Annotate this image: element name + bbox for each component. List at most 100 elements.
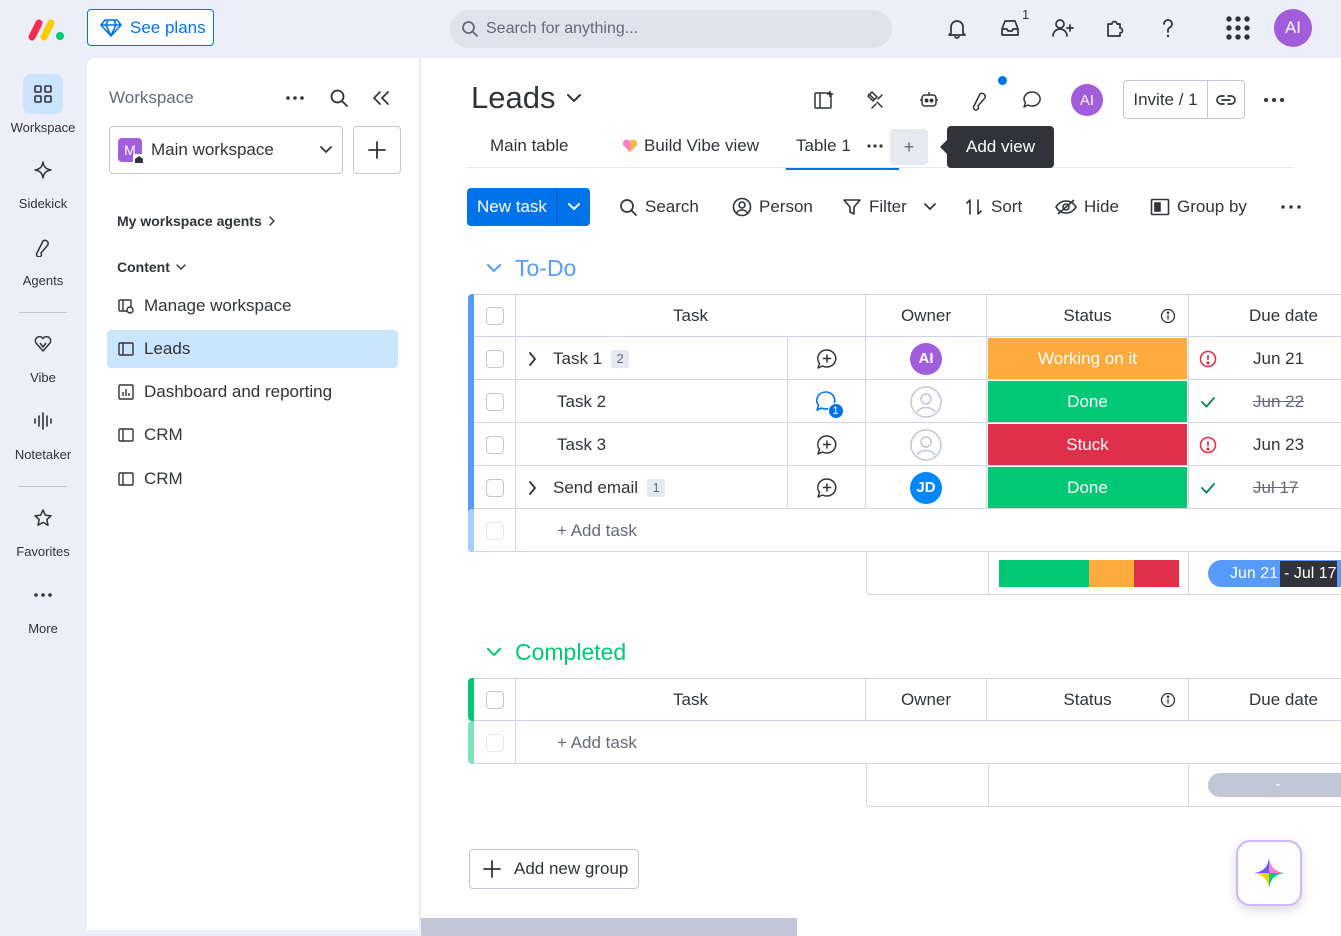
bell-icon[interactable]	[944, 15, 970, 41]
column-header-owner[interactable]: Owner	[866, 678, 987, 721]
sort-button[interactable]: Sort	[964, 188, 1022, 226]
status-cell[interactable]: Done	[987, 380, 1188, 423]
hide-button[interactable]: Hide	[1055, 188, 1119, 226]
apps-grid-icon[interactable]	[1225, 15, 1251, 41]
table-row[interactable]: Task 3 Stuck Jun 23	[474, 423, 1341, 466]
status-cell[interactable]: Stuck	[987, 423, 1188, 466]
add-view-button[interactable]: +	[890, 129, 928, 165]
row-checkbox[interactable]	[485, 349, 504, 368]
sidekick-floating-button[interactable]	[1236, 840, 1302, 906]
task-name[interactable]: Task 3	[557, 434, 607, 454]
task-name[interactable]: Send email	[553, 477, 639, 497]
user-avatar[interactable]: AI	[1274, 9, 1312, 47]
board-more-icon[interactable]	[1261, 87, 1287, 113]
rail-item-notetaker[interactable]: Notetaker	[0, 401, 86, 462]
task-name[interactable]: Task 1	[553, 348, 603, 368]
monday-logo[interactable]	[28, 17, 66, 41]
updates-icon[interactable]: 1	[788, 380, 866, 423]
chevron-down-icon[interactable]	[923, 203, 936, 211]
rail-item-agents[interactable]: Agents	[0, 227, 86, 288]
row-checkbox[interactable]	[485, 478, 504, 497]
add-item-button[interactable]	[353, 126, 401, 174]
chevron-down-icon[interactable]	[487, 648, 501, 657]
column-header-status[interactable]: Status	[987, 678, 1188, 721]
column-header-due-date[interactable]: Due date	[1188, 678, 1341, 721]
task-cell[interactable]: Send email 1	[516, 466, 788, 509]
select-all-checkbox[interactable]	[485, 306, 504, 325]
sidebar-item-manage-workspace[interactable]: Manage workspace	[107, 287, 398, 325]
horizontal-scrollbar[interactable]	[421, 918, 797, 936]
help-icon[interactable]	[1155, 15, 1181, 41]
group-by-button[interactable]: Group by	[1150, 188, 1247, 226]
column-header-task[interactable]: Task	[516, 294, 866, 337]
group-header-todo[interactable]: To-Do	[487, 255, 576, 282]
agents-icon[interactable]	[967, 87, 993, 113]
owner-cell[interactable]	[866, 380, 987, 423]
tab-options-icon[interactable]	[867, 144, 883, 148]
task-cell[interactable]: Task 2	[516, 380, 788, 423]
sidebar-item-crm[interactable]: CRM	[107, 416, 398, 454]
tab-build-vibe-view[interactable]: Build Vibe view	[622, 136, 759, 156]
status-cell[interactable]: Working on it	[987, 337, 1188, 380]
sidebar-item-dashboard[interactable]: Dashboard and reporting	[107, 373, 398, 411]
table-row[interactable]: Task 1 2 AI Working on it Jun 21	[474, 337, 1341, 380]
info-icon[interactable]	[1160, 692, 1176, 708]
info-icon[interactable]	[1160, 308, 1176, 324]
timeline-summary-empty[interactable]: -	[1208, 773, 1341, 797]
global-search-input[interactable]: Search for anything...	[450, 10, 892, 48]
sidebar-item-leads[interactable]: Leads	[107, 330, 398, 368]
copy-link-icon[interactable]	[1208, 81, 1244, 118]
workspace-selector[interactable]: M Main workspace	[109, 126, 343, 174]
owner-cell[interactable]	[866, 423, 987, 466]
table-row[interactable]: Send email 1 JD Done Jul 17	[474, 466, 1341, 509]
chevron-right-icon[interactable]	[528, 351, 537, 366]
updates-chat-icon[interactable]	[1019, 87, 1045, 113]
timeline-summary[interactable]: Jun 21 - Jul 17	[1208, 560, 1341, 587]
owner-cell[interactable]: JD	[866, 466, 987, 509]
table-row[interactable]: Task 2 1 Done Jun 22	[474, 380, 1341, 423]
add-task-row[interactable]: + Add task	[474, 721, 1341, 764]
row-checkbox[interactable]	[485, 435, 504, 454]
status-cell[interactable]: Done	[987, 466, 1188, 509]
rail-item-more[interactable]: More	[0, 575, 86, 636]
inbox-icon[interactable]	[997, 15, 1023, 41]
group-title[interactable]: Completed	[515, 639, 627, 665]
board-title[interactable]: Leads	[471, 80, 582, 116]
sidebar-item-crm[interactable]: CRM	[107, 460, 398, 498]
workspace-agents-section[interactable]: My workspace agents	[117, 213, 276, 229]
select-all-checkbox[interactable]	[485, 690, 504, 709]
column-header-owner[interactable]: Owner	[866, 294, 987, 337]
rail-item-sidekick[interactable]: Sidekick	[0, 150, 86, 211]
invite-members-icon[interactable]	[1050, 15, 1076, 41]
column-header-due-date[interactable]: Due date	[1188, 294, 1341, 337]
task-name[interactable]: Task 2	[557, 391, 607, 411]
due-date-cell[interactable]: Jun 23	[1188, 423, 1341, 466]
invite-button[interactable]: Invite / 1	[1123, 80, 1245, 119]
search-button[interactable]: Search	[619, 188, 699, 226]
group-title[interactable]: To-Do	[515, 255, 577, 281]
add-new-group-button[interactable]: Add new group	[469, 849, 639, 889]
rail-item-favorites[interactable]: Favorites	[0, 498, 86, 559]
add-task-row[interactable]: + Add task	[474, 509, 1341, 552]
automation-robot-icon[interactable]	[916, 87, 942, 113]
add-update-icon[interactable]	[788, 423, 866, 466]
chevron-right-icon[interactable]	[528, 480, 537, 495]
toolbar-more-icon[interactable]	[1281, 188, 1301, 226]
add-update-icon[interactable]	[788, 337, 866, 380]
content-section[interactable]: Content	[117, 259, 186, 275]
group-header-completed[interactable]: Completed	[487, 639, 626, 666]
task-cell[interactable]: Task 3	[516, 423, 788, 466]
status-summary-cell[interactable]	[988, 552, 1189, 595]
row-checkbox[interactable]	[485, 392, 504, 411]
new-task-button[interactable]: New task	[467, 188, 590, 226]
tab-table-1[interactable]: Table 1	[786, 136, 899, 170]
due-date-cell[interactable]: Jul 17	[1188, 466, 1341, 509]
chevron-down-icon[interactable]	[557, 188, 590, 226]
integrations-icon[interactable]	[862, 87, 888, 113]
collapse-panel-icon[interactable]	[369, 86, 393, 110]
rail-item-vibe[interactable]: Vibe	[0, 324, 86, 385]
due-date-cell[interactable]: Jun 22	[1188, 380, 1341, 423]
see-plans-button[interactable]: See plans	[87, 9, 214, 46]
sidebar-layout-icon[interactable]	[811, 87, 837, 113]
owner-cell[interactable]: AI	[866, 337, 987, 380]
